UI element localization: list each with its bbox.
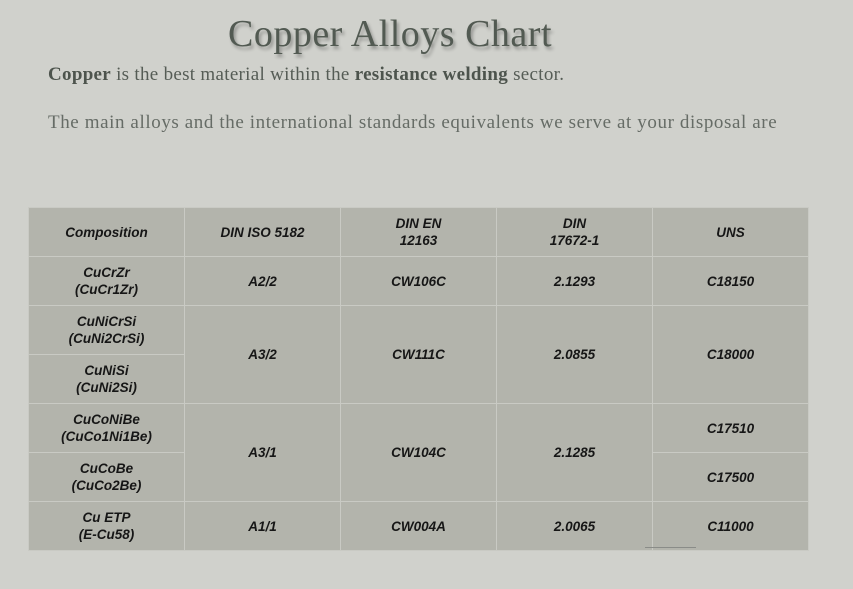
cell-din: 2.0065 bbox=[496, 501, 653, 551]
table-row: CuCoNiBe (CuCo1Ni1Be) A3/1 CW104C 2.1285 … bbox=[28, 403, 809, 502]
intro-paragraph: Copper is the best material within the r… bbox=[48, 64, 564, 86]
cell-composition: CuCoNiBe (CuCo1Ni1Be) bbox=[28, 403, 185, 453]
cell-uns: C18150 bbox=[652, 256, 809, 306]
intro-text-end: sector. bbox=[508, 64, 565, 85]
table-row: CuNiCrSi (CuNi2CrSi) A3/2 CW111C 2.0855 C… bbox=[28, 305, 809, 404]
cell-din-iso: A3/1 bbox=[184, 403, 341, 502]
cell-composition: CuCoBe (CuCo2Be) bbox=[28, 452, 185, 502]
alloys-table: Composition DIN ISO 5182 DIN EN 12163 DIN… bbox=[28, 207, 809, 551]
cell-din-en: CW104C bbox=[340, 403, 497, 502]
header-din: DIN 17672-1 bbox=[496, 207, 653, 257]
cell-din-iso: A2/2 bbox=[184, 256, 341, 306]
cell-composition: Cu ETP (E-Cu58) bbox=[28, 501, 185, 551]
intro-bold-copper: Copper bbox=[48, 64, 112, 85]
intro-text: is the best material within the bbox=[111, 64, 355, 85]
header-din-en: DIN EN 12163 bbox=[340, 207, 497, 257]
cell-composition: CuNiCrSi (CuNi2CrSi) bbox=[28, 305, 185, 355]
cell-din-en: CW004A bbox=[340, 501, 497, 551]
cell-din: 2.1285 bbox=[496, 403, 653, 502]
page-title: Copper Alloys Chart bbox=[227, 13, 553, 55]
header-composition: Composition bbox=[28, 207, 185, 257]
table-header-row: Composition DIN ISO 5182 DIN EN 12163 DIN… bbox=[28, 207, 809, 257]
cell-din-en: CW106C bbox=[340, 256, 497, 306]
cell-uns: C17500 bbox=[652, 452, 809, 502]
cell-din-en: CW111C bbox=[340, 305, 497, 404]
table-row: CuCrZr (CuCr1Zr) A2/2 CW106C 2.1293 C1815… bbox=[28, 256, 809, 306]
cell-uns: C11000 bbox=[652, 501, 809, 551]
cell-din-iso: A1/1 bbox=[184, 501, 341, 551]
divider-line bbox=[645, 547, 696, 548]
cell-composition: CuNiSi (CuNi2Si) bbox=[28, 354, 185, 404]
intro-bold-welding: resistance welding bbox=[354, 64, 509, 85]
cell-composition: CuCrZr (CuCr1Zr) bbox=[28, 256, 185, 306]
table-row: Cu ETP (E-Cu58) A1/1 CW004A 2.0065 C11000 bbox=[28, 501, 809, 551]
cell-uns: C18000 bbox=[652, 305, 809, 404]
header-din-iso: DIN ISO 5182 bbox=[184, 207, 341, 257]
cell-din-iso: A3/2 bbox=[184, 305, 341, 404]
cell-din: 2.0855 bbox=[496, 305, 653, 404]
table-row: CuCoBe (CuCo2Be) C17500 bbox=[28, 452, 809, 502]
cell-din: 2.1293 bbox=[496, 256, 653, 306]
table-row: CuNiSi (CuNi2Si) bbox=[28, 354, 809, 404]
header-uns: UNS bbox=[652, 207, 809, 257]
cell-uns: C17510 bbox=[652, 403, 809, 453]
description-paragraph: The main alloys and the international st… bbox=[48, 112, 778, 133]
